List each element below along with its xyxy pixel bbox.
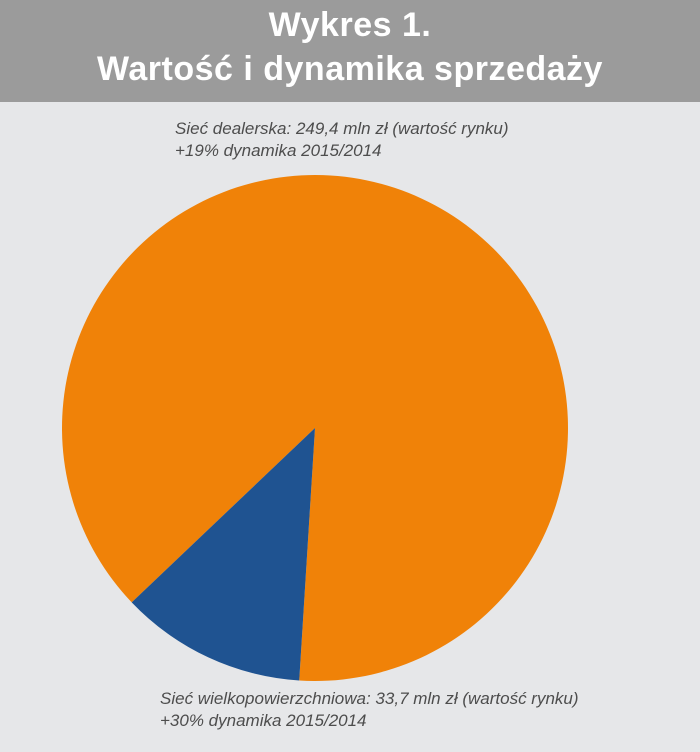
chart-title-line1: Wykres 1. — [268, 6, 432, 44]
slice-label-dealer-growth: +19% dynamika 2015/2014 — [175, 141, 382, 160]
slice-label-superstore-value: Sieć wielkopowierzchniowa: 33,7 mln zł (… — [160, 689, 579, 708]
slice-label-dealer: Sieć dealerska: 249,4 mln zł (wartość ry… — [175, 118, 509, 162]
chart-title-line2: Wartość i dynamika sprzedaży — [97, 50, 603, 88]
slice-label-superstore: Sieć wielkopowierzchniowa: 33,7 mln zł (… — [160, 688, 579, 732]
slice-label-dealer-value: Sieć dealerska: 249,4 mln zł (wartość ry… — [175, 119, 509, 138]
chart-title-banner: Wykres 1. Wartość i dynamika sprzedaży — [0, 0, 700, 102]
pie-slice-dealer — [62, 175, 568, 681]
slice-label-superstore-growth: +30% dynamika 2015/2014 — [160, 711, 367, 730]
pie-slice-superstore — [131, 428, 315, 681]
